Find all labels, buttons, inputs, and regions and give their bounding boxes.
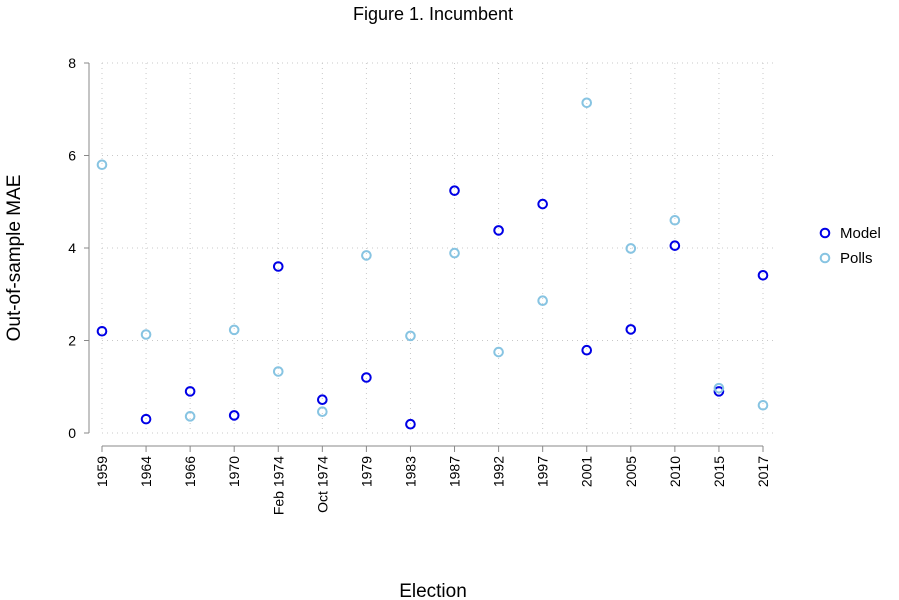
x-tick-label: 1966 [182,456,198,487]
point-polls [272,366,284,377]
point-model [96,325,108,337]
series-model [96,185,769,430]
point-model [757,269,769,281]
point-polls [96,159,108,171]
y-tick-label: 8 [68,55,76,71]
point-model [272,261,284,272]
point-model [537,198,548,210]
legend-label-model: Model [840,225,881,242]
point-model [713,386,725,397]
point-model [405,418,416,430]
x-tick-label: 1964 [138,456,154,487]
x-tick-label: 1970 [226,456,242,487]
point-polls [361,250,372,261]
x-tick-labels: 1959 1964 1966 1970 Feb 1974 Oct 1974 1979 1983… [94,446,771,515]
point-model [184,386,196,397]
point-model [361,372,372,383]
point-model [449,185,460,196]
y-tick-label: 2 [68,333,76,349]
point-polls [625,243,637,254]
point-model [581,344,593,356]
x-tick-label: 1987 [447,456,463,487]
x-tick-label: 2001 [579,456,595,487]
x-tick-label: 1983 [402,456,418,487]
x-tick-label: 2010 [667,456,683,487]
y-tick-labels: 0 2 4 6 8 [68,55,89,441]
x-tick-label: 2017 [755,456,771,487]
point-polls [184,411,196,422]
x-tick-label: 1959 [94,456,110,487]
legend-marker-model [819,227,831,239]
point-polls [757,399,769,411]
x-axis-title: Election [399,581,467,600]
x-tick-label: Feb 1974 [270,456,286,515]
x-tick-label: 2015 [711,456,727,487]
point-model [625,324,637,335]
point-polls [405,330,416,342]
point-polls [713,382,725,394]
point-polls [493,346,504,358]
x-tick-label: 1992 [491,456,507,487]
series-polls [96,97,769,422]
point-model [140,413,152,425]
legend-marker-polls [819,252,831,264]
point-model [317,394,328,406]
legend: Model Polls [819,225,881,267]
point-polls [669,214,681,226]
point-polls [140,329,152,340]
point-model [228,410,240,421]
point-polls [449,247,460,259]
chart-title: Figure 1. Incumbent [353,4,513,24]
legend-label-polls: Polls [840,250,873,267]
point-model [669,240,681,251]
y-tick-label: 6 [68,148,76,164]
point-model [493,225,504,236]
data-points [96,97,769,430]
point-polls [317,406,328,418]
point-polls [537,295,548,307]
x-tick-label: 1979 [358,456,374,487]
x-tick-label: 2005 [623,456,639,487]
y-axis-title: Out-of-sample MAE [4,175,25,342]
grid [101,62,773,434]
x-tick-label: Oct 1974 [314,456,330,513]
y-tick-label: 0 [68,425,76,441]
y-tick-label: 4 [68,240,76,256]
x-tick-label: 1997 [535,456,551,487]
point-polls [228,324,240,336]
point-polls [581,97,593,109]
